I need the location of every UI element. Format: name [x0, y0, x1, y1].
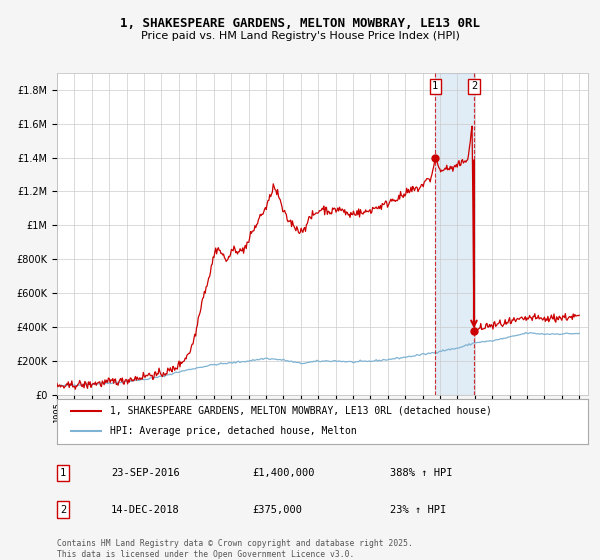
Text: Price paid vs. HM Land Registry's House Price Index (HPI): Price paid vs. HM Land Registry's House …	[140, 31, 460, 41]
Text: 23% ↑ HPI: 23% ↑ HPI	[390, 505, 446, 515]
Text: 1, SHAKESPEARE GARDENS, MELTON MOWBRAY, LE13 0RL: 1, SHAKESPEARE GARDENS, MELTON MOWBRAY, …	[120, 17, 480, 30]
Text: HPI: Average price, detached house, Melton: HPI: Average price, detached house, Melt…	[110, 426, 357, 436]
Text: 2: 2	[60, 505, 66, 515]
Text: £1,400,000: £1,400,000	[252, 468, 314, 478]
Text: This data is licensed under the Open Government Licence v3.0.: This data is licensed under the Open Gov…	[57, 550, 355, 559]
Text: £375,000: £375,000	[252, 505, 302, 515]
Bar	[436, 73, 474, 395]
Text: 14-DEC-2018: 14-DEC-2018	[111, 505, 180, 515]
Text: 1, SHAKESPEARE GARDENS, MELTON MOWBRAY, LE13 0RL (detached house): 1, SHAKESPEARE GARDENS, MELTON MOWBRAY, …	[110, 406, 492, 416]
Text: 23-SEP-2016: 23-SEP-2016	[111, 468, 180, 478]
Text: 2: 2	[471, 81, 477, 91]
Text: Contains HM Land Registry data © Crown copyright and database right 2025.: Contains HM Land Registry data © Crown c…	[57, 539, 413, 548]
Text: 388% ↑ HPI: 388% ↑ HPI	[390, 468, 452, 478]
Text: 1: 1	[60, 468, 66, 478]
Text: 1: 1	[432, 81, 439, 91]
